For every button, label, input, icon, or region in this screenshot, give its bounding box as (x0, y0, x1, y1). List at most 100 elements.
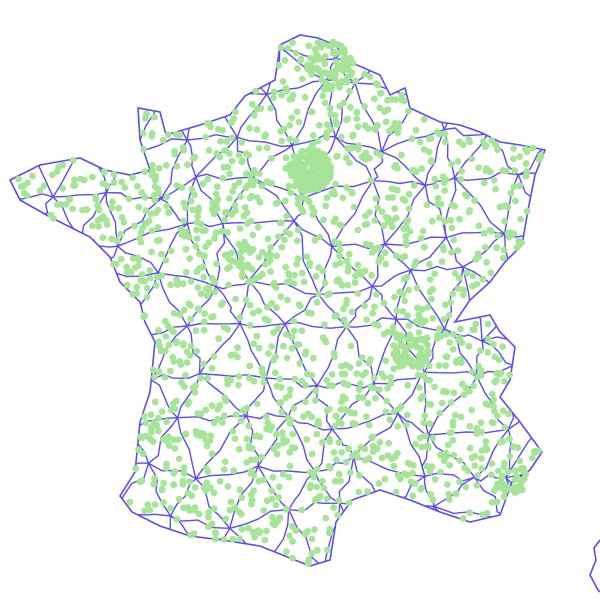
point-marker (237, 417, 245, 425)
point-marker (137, 433, 145, 441)
point-marker (391, 119, 399, 127)
department-border (323, 560, 364, 566)
point-marker (437, 468, 444, 476)
point-marker (333, 277, 340, 285)
point-marker (323, 376, 331, 384)
point-marker (211, 235, 219, 242)
corsica-outline (589, 539, 600, 593)
point-marker (301, 93, 309, 101)
point-marker (291, 271, 298, 279)
point-marker (449, 330, 457, 338)
point-marker (326, 104, 334, 112)
point-marker (220, 163, 228, 171)
point-marker (202, 436, 210, 444)
point-marker (255, 307, 263, 315)
department-border (57, 0, 98, 8)
point-marker (437, 332, 445, 340)
department-border (487, 83, 510, 135)
point-marker (197, 429, 205, 437)
point-marker (428, 463, 436, 470)
point-marker (264, 419, 272, 426)
point-marker (465, 208, 473, 216)
point-marker (278, 408, 285, 416)
point-marker (167, 247, 175, 255)
point-marker (473, 481, 481, 489)
point-marker (253, 126, 261, 133)
point-marker (179, 341, 187, 349)
point-marker (250, 472, 258, 479)
point-marker (273, 252, 281, 260)
point-marker (405, 107, 412, 115)
point-marker (404, 353, 411, 361)
department-border (291, 80, 327, 146)
point-marker (338, 362, 345, 370)
point-marker (303, 436, 311, 443)
point-marker (79, 206, 86, 214)
point-marker (409, 469, 416, 477)
point-marker (217, 301, 225, 309)
point-marker (313, 430, 321, 438)
point-marker (202, 243, 210, 251)
point-marker (186, 255, 194, 262)
point-marker (383, 397, 391, 405)
point-marker (70, 182, 77, 189)
department-border (586, 82, 600, 134)
point-marker (135, 446, 142, 454)
point-marker (501, 459, 508, 467)
department-border (561, 138, 583, 176)
point-marker (294, 341, 301, 349)
point-marker (161, 374, 169, 381)
point-marker (249, 231, 257, 239)
department-border (254, 0, 298, 9)
point-marker (165, 341, 173, 349)
point-marker (484, 320, 492, 328)
point-marker (139, 129, 147, 137)
point-marker (295, 301, 303, 308)
point-marker (316, 121, 323, 129)
point-marker (290, 317, 298, 325)
point-marker (181, 383, 188, 391)
point-marker (297, 194, 305, 201)
point-marker (170, 481, 178, 489)
point-marker (271, 521, 279, 529)
department-border (528, 35, 534, 52)
department-border (384, 184, 426, 245)
point-marker (355, 386, 363, 394)
point-marker (490, 177, 498, 184)
department-border (257, 465, 316, 474)
point-marker (214, 195, 222, 203)
point-marker (415, 336, 423, 343)
point-marker (381, 475, 389, 483)
department-border (215, 280, 250, 290)
point-marker (272, 284, 280, 291)
point-marker (281, 197, 289, 205)
department-border (159, 47, 176, 100)
point-marker (346, 469, 354, 476)
point-marker (427, 401, 435, 408)
point-marker (317, 177, 325, 185)
point-marker (409, 492, 417, 500)
point-marker (197, 220, 205, 228)
point-marker (246, 362, 254, 370)
point-marker (442, 301, 449, 309)
point-marker (248, 192, 256, 200)
point-marker (246, 322, 254, 329)
point-marker (288, 333, 296, 341)
department-border (56, 35, 73, 41)
department-border (557, 325, 600, 364)
point-marker (275, 483, 283, 491)
point-marker (460, 286, 468, 294)
department-border (94, 94, 136, 151)
point-marker (380, 299, 388, 307)
department-border (314, 428, 333, 472)
point-marker (200, 326, 208, 334)
point-marker (405, 322, 413, 329)
department-border (473, 99, 489, 134)
point-marker (324, 70, 332, 78)
point-marker (436, 409, 444, 417)
point-marker (421, 243, 428, 251)
department-border (273, 574, 289, 600)
point-marker (529, 144, 537, 152)
point-marker (245, 422, 253, 430)
